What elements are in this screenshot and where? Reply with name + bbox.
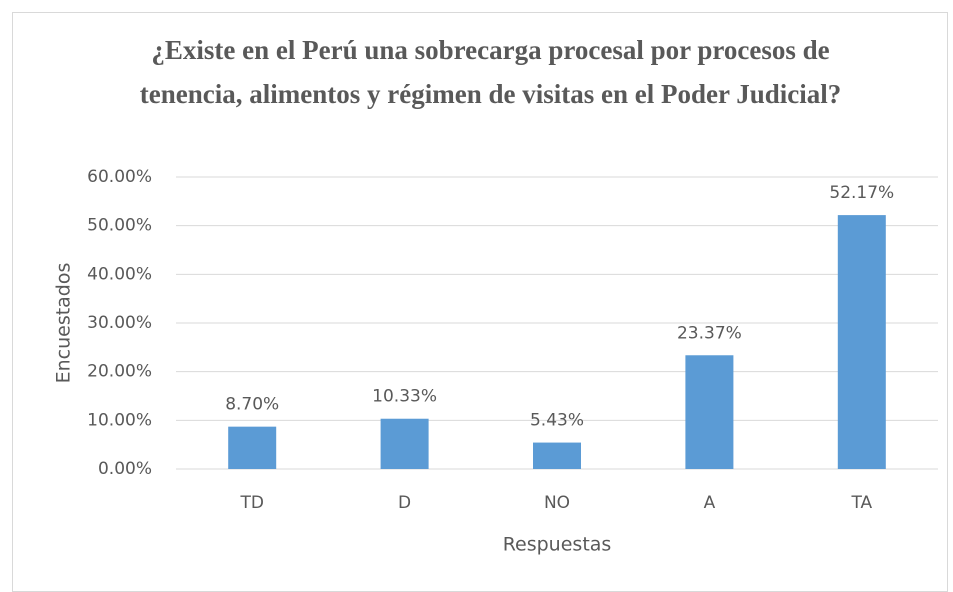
y-tick-label: 50.00% bbox=[87, 216, 152, 236]
chart: Encuestados Respuestas 0.00% 10.00% 20.00%… bbox=[53, 167, 938, 556]
bar bbox=[533, 442, 581, 469]
chart-title: ¿Existe en el Perú una sobrecarga proces… bbox=[139, 35, 842, 109]
x-tick-label: A bbox=[704, 493, 716, 513]
bar bbox=[380, 418, 429, 469]
y-tick-label: 10.00% bbox=[87, 410, 152, 430]
data-label: 5.43% bbox=[530, 411, 584, 431]
data-label: 8.70% bbox=[225, 395, 279, 415]
page: ¿Existe en el Perú una sobrecarga proces… bbox=[12, 12, 948, 592]
y-tick-label: 40.00% bbox=[87, 264, 152, 284]
y-tick-label: 60.00% bbox=[87, 167, 152, 187]
data-label: 23.37% bbox=[677, 323, 742, 343]
x-tick-label: D bbox=[398, 493, 411, 513]
y-axis-title: Encuestados bbox=[53, 263, 75, 384]
x-tick-label: TA bbox=[850, 493, 872, 513]
data-label: 52.17% bbox=[829, 183, 894, 203]
bar bbox=[228, 426, 277, 469]
y-tick-label: 20.00% bbox=[87, 362, 152, 382]
data-label: 10.33% bbox=[372, 387, 437, 407]
bar bbox=[685, 355, 734, 469]
x-tick-label: NO bbox=[544, 493, 570, 513]
x-tick-label: TD bbox=[239, 493, 263, 513]
y-tick-label: 30.00% bbox=[87, 313, 152, 333]
x-axis-title: Respuestas bbox=[503, 534, 612, 556]
y-tick-label: 0.00% bbox=[98, 459, 152, 479]
bar bbox=[837, 215, 886, 469]
